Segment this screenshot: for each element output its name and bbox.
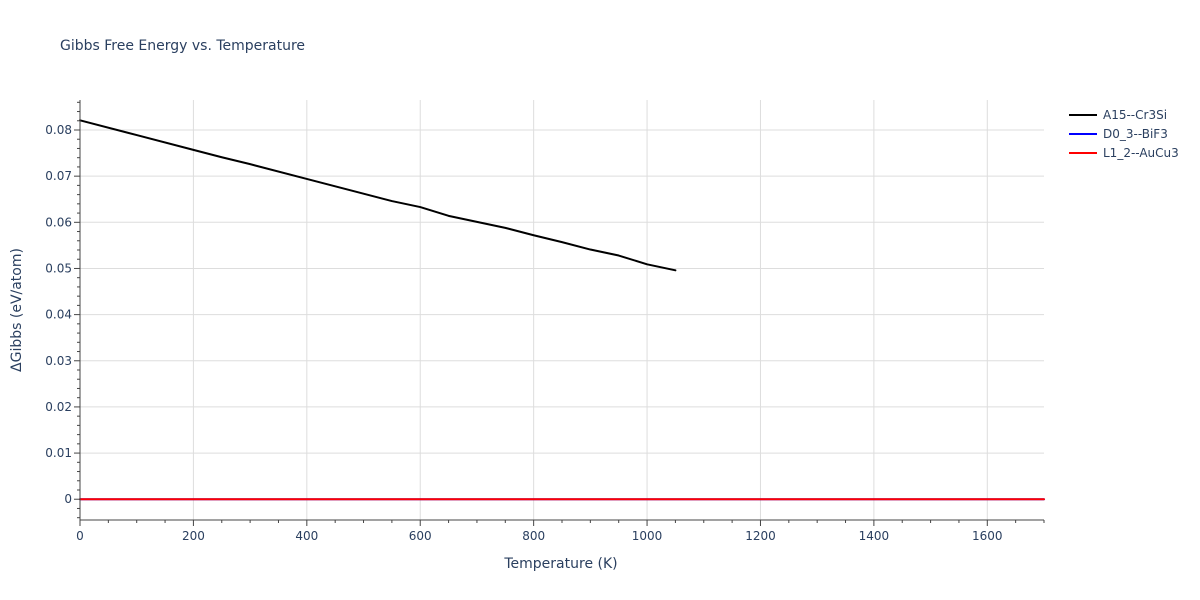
x-tick-label: 1200 (745, 529, 776, 543)
x-tick-label: 1600 (972, 529, 1003, 543)
y-tick-label: 0.07 (45, 169, 72, 183)
y-axis-title: ΔGibbs (eV/atom) (9, 248, 25, 372)
x-tick-label: 1000 (632, 529, 663, 543)
legend-label: A15--Cr3Si (1103, 108, 1167, 122)
y-tick-label: 0.05 (45, 261, 72, 275)
y-tick-label: 0.03 (45, 354, 72, 368)
chart-title: Gibbs Free Energy vs. Temperature (60, 38, 305, 54)
legend-label: D0_3--BiF3 (1103, 127, 1168, 141)
grid-layer (80, 100, 1044, 520)
x-tick-label: 800 (522, 529, 545, 543)
legend-item[interactable]: D0_3--BiF3 (1069, 127, 1168, 141)
axis-layer: 0 200 400 600 800 1000 1200 1400 1600 0 0.01 0.02 0.… (45, 100, 1045, 543)
y-tick-label: 0 (64, 492, 72, 506)
x-tick-label: 0 (76, 529, 84, 543)
x-tick-label: 1400 (859, 529, 890, 543)
y-tick-label: 0.06 (45, 215, 72, 229)
x-tick-label: 200 (182, 529, 205, 543)
y-tick-label: 0.02 (45, 400, 72, 414)
legend-item[interactable]: A15--Cr3Si (1069, 108, 1167, 122)
legend-item[interactable]: L1_2--AuCu3 (1069, 146, 1179, 160)
y-tick-label: 0.08 (45, 123, 72, 137)
y-tick-label: 0.04 (45, 308, 72, 322)
y-tick-label: 0.01 (45, 446, 72, 460)
series-line-a15-cr3si (79, 119, 677, 272)
x-axis-title: Temperature (K) (503, 556, 617, 572)
series-layer (79, 119, 1045, 501)
legend-label: L1_2--AuCu3 (1103, 146, 1179, 160)
x-tick-label: 400 (295, 529, 318, 543)
x-tick-label: 600 (409, 529, 432, 543)
legend[interactable]: A15--Cr3Si D0_3--BiF3 L1_2--AuCu3 (1069, 108, 1179, 160)
